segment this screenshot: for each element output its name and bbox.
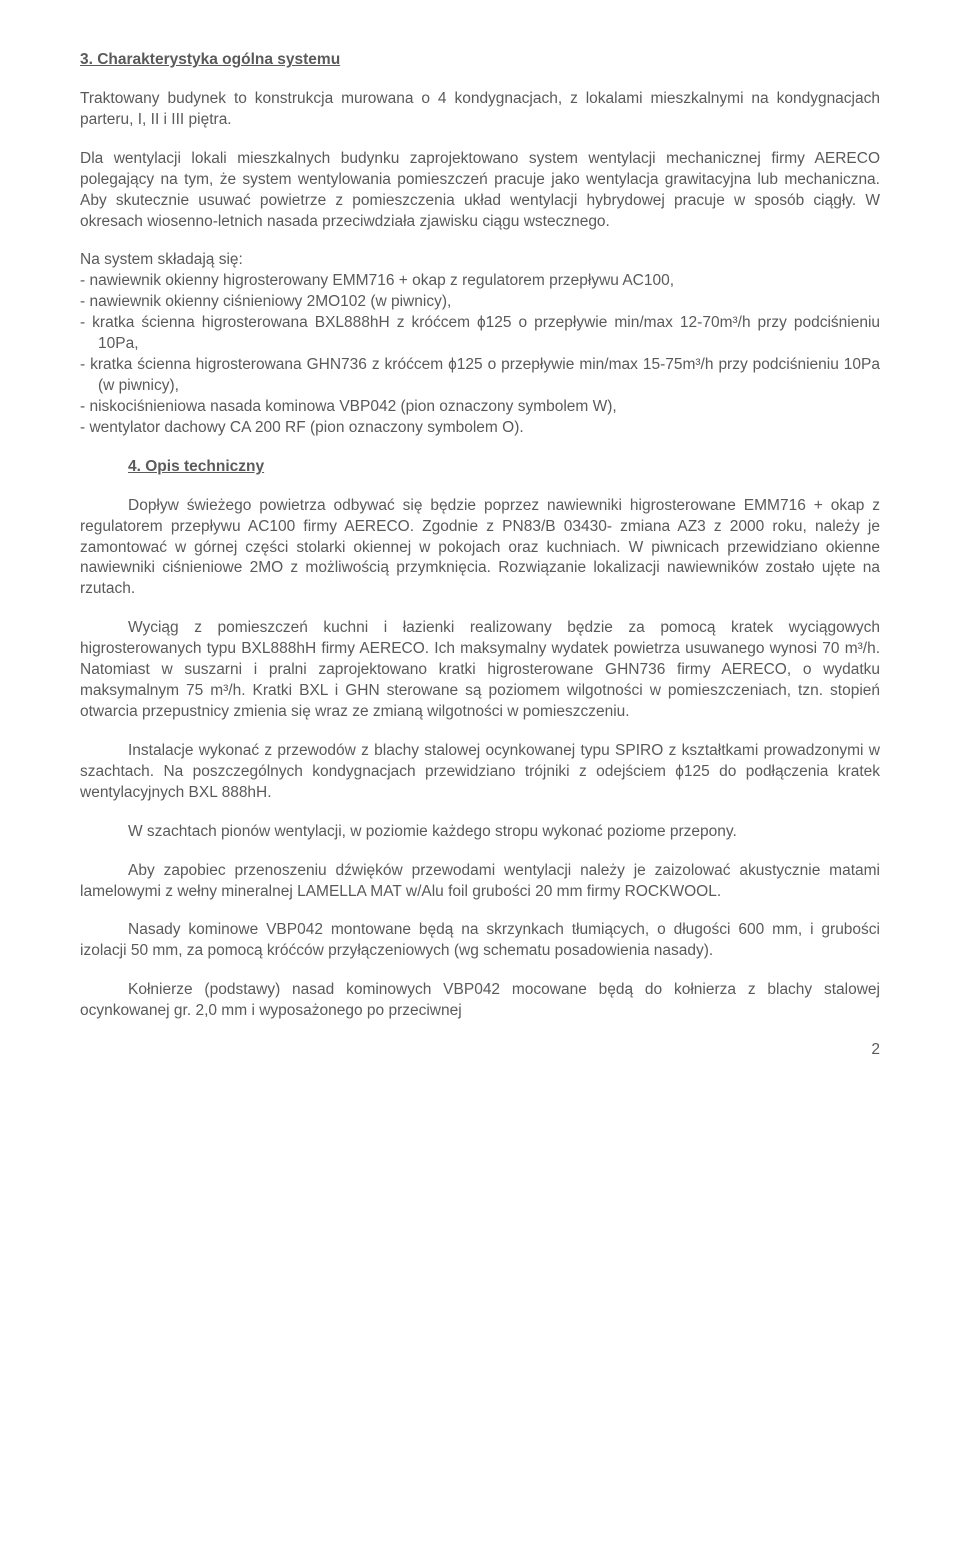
list-item: niskociśnieniowa nasada kominowa VBP042 … <box>80 397 880 418</box>
section-3-list-intro: Na system składają się: <box>80 250 880 271</box>
document-page: 3. Charakterystyka ogólna systemu Trakto… <box>0 0 960 1091</box>
section-4-heading: 4. Opis techniczny <box>128 457 880 478</box>
section-4-para-6: Nasady kominowe VBP042 montowane będą na… <box>80 920 880 962</box>
list-item: nawiewnik okienny ciśnieniowy 2MO102 (w … <box>80 292 880 313</box>
page-number: 2 <box>80 1040 880 1061</box>
section-4-para-3: Instalacje wykonać z przewodów z blachy … <box>80 741 880 804</box>
section-4-para-5: Aby zapobiec przenoszeniu dźwięków przew… <box>80 861 880 903</box>
section-4-para-2: Wyciąg z pomieszczeń kuchni i łazienki r… <box>80 618 880 723</box>
section-3-para-1: Traktowany budynek to konstrukcja murowa… <box>80 89 880 131</box>
list-item: kratka ścienna higrosterowana GHN736 z k… <box>80 355 880 397</box>
list-item: wentylator dachowy CA 200 RF (pion oznac… <box>80 418 880 439</box>
section-4-para-7: Kołnierze (podstawy) nasad kominowych VB… <box>80 980 880 1022</box>
section-4-para-1: Dopływ świeżego powietrza odbywać się bę… <box>80 496 880 601</box>
section-3-heading: 3. Charakterystyka ogólna systemu <box>80 50 880 71</box>
section-3-para-2: Dla wentylacji lokali mieszkalnych budyn… <box>80 149 880 233</box>
list-item: nawiewnik okienny higrosterowany EMM716 … <box>80 271 880 292</box>
section-3-list: nawiewnik okienny higrosterowany EMM716 … <box>80 271 880 438</box>
section-4-para-4: W szachtach pionów wentylacji, w poziomi… <box>80 822 880 843</box>
list-item: kratka ścienna higrosterowana BXL888hH z… <box>80 313 880 355</box>
